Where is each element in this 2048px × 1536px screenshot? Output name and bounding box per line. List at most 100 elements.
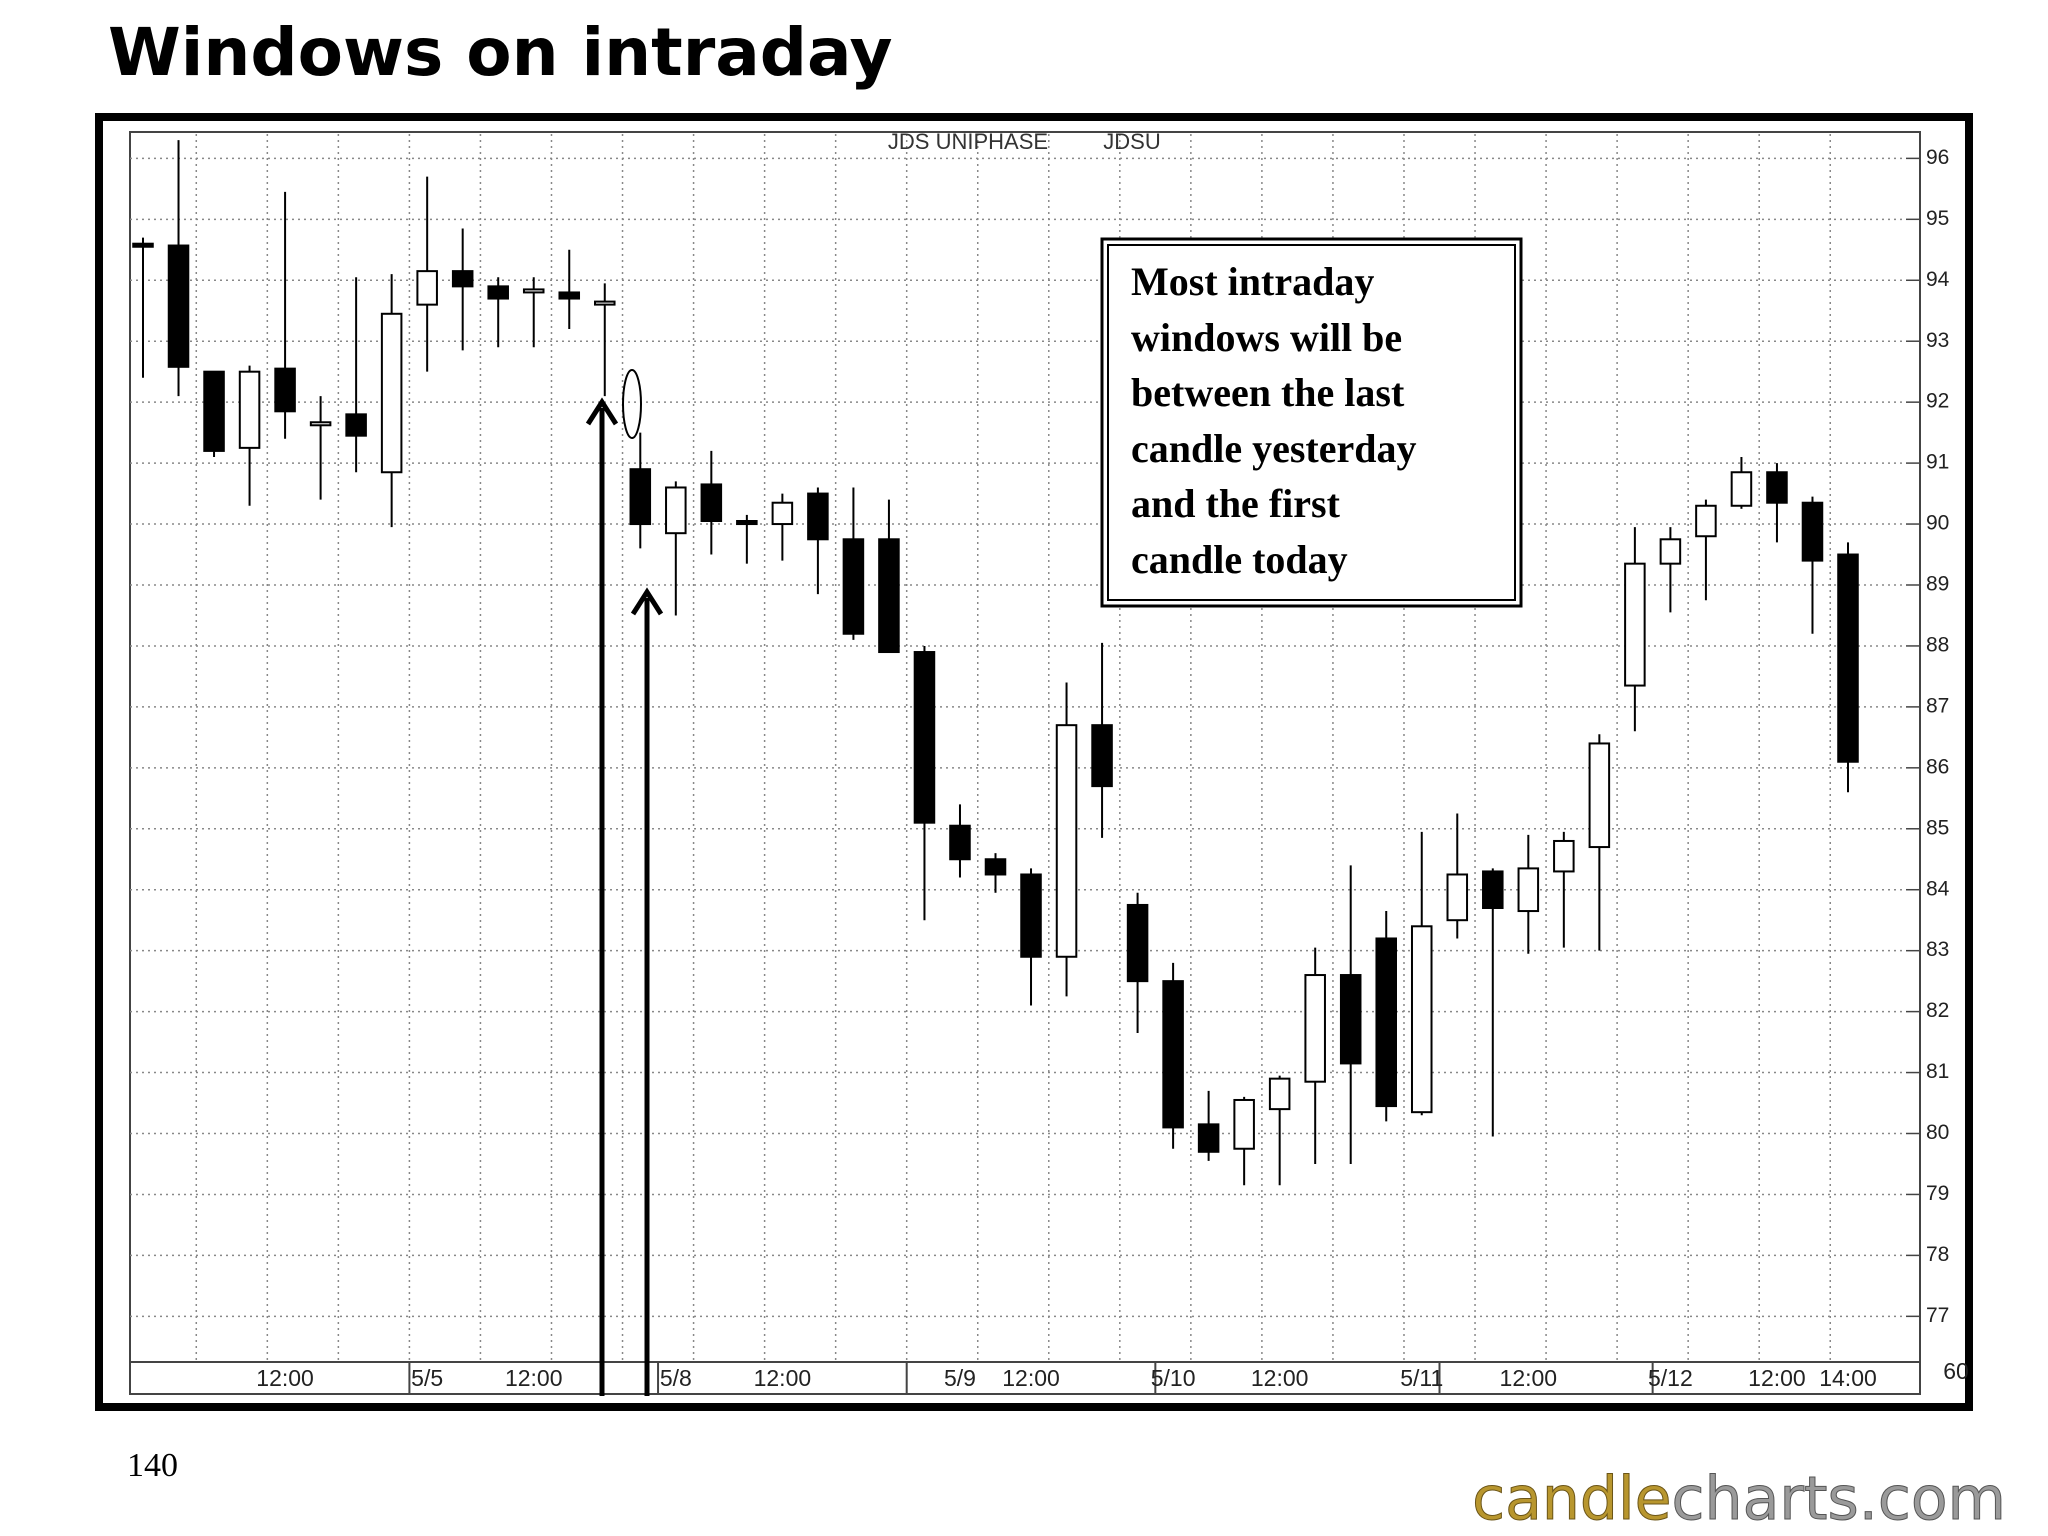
y-tick-label: 94 xyxy=(1926,268,1950,291)
axis-note: 60 xyxy=(1943,1358,1969,1384)
chart-frame xyxy=(95,113,1973,1411)
x-tick-label: 12:00 xyxy=(1002,1365,1060,1391)
x-tick-label: 12:00 xyxy=(1500,1365,1558,1391)
candle-body xyxy=(807,492,829,541)
y-tick-label: 88 xyxy=(1926,633,1949,656)
page-number: 140 xyxy=(127,1447,178,1484)
annotation-line: candle yesterday xyxy=(1131,426,1417,471)
candle-body xyxy=(1730,471,1753,507)
candle-body xyxy=(1339,974,1362,1065)
axes: JDS UNIPHASE JDSU 60 77 78 79 80 81 82 83 84 85 8… xyxy=(256,129,1969,1394)
x-tick-label: 5/8 xyxy=(660,1365,692,1391)
candle-body xyxy=(736,520,758,526)
candle-body xyxy=(416,270,438,306)
candle-body xyxy=(1695,504,1717,538)
y-tick-label: 89 xyxy=(1926,573,1949,596)
candle-body xyxy=(594,300,616,306)
candles xyxy=(132,140,1859,1186)
arrows xyxy=(585,369,664,1396)
annotation-box: Most intraday windows will be between th… xyxy=(1100,237,1523,608)
candle-body xyxy=(1446,873,1469,922)
y-tick-label: 78 xyxy=(1926,1243,1949,1266)
window-marker xyxy=(622,369,642,439)
candle-body xyxy=(1091,724,1113,788)
logo-part: candle xyxy=(1472,1464,1671,1534)
arrow-head xyxy=(630,587,664,616)
y-tick-label: 87 xyxy=(1926,694,1949,717)
y-tick-label: 96 xyxy=(1926,146,1949,169)
x-tick-label: 12:00 xyxy=(505,1365,563,1391)
candle-body xyxy=(1055,724,1078,958)
candle-body xyxy=(522,288,545,294)
x-tick-label: 12:00 xyxy=(1748,1365,1806,1391)
candle-body xyxy=(1837,553,1859,763)
candle-body xyxy=(558,291,581,300)
candle-body xyxy=(771,501,794,526)
y-tick-label: 91 xyxy=(1926,451,1949,474)
y-tick-label: 93 xyxy=(1926,329,1949,352)
candle-body xyxy=(345,413,367,437)
candle-body xyxy=(274,367,296,413)
candle-body xyxy=(451,270,474,288)
x-tick-label: 5/10 xyxy=(1151,1365,1196,1391)
x-tick-label: 5/9 xyxy=(944,1365,976,1391)
annotation-line: Most intraday xyxy=(1131,259,1374,304)
logo: candlecharts.com xyxy=(1472,1464,2006,1534)
candle-body xyxy=(1482,870,1504,910)
annotation-line: between the last xyxy=(1131,370,1405,415)
candle-body xyxy=(1304,974,1326,1083)
candle-body xyxy=(1766,471,1788,504)
candle-body xyxy=(1268,1077,1291,1111)
candle-body xyxy=(1659,538,1682,565)
x-tick-label: 14:00 xyxy=(1819,1365,1877,1391)
x-tick-label: 12:00 xyxy=(754,1365,812,1391)
x-tick-label: 12:00 xyxy=(256,1365,314,1391)
candle-body xyxy=(1020,873,1042,958)
y-tick-label: 84 xyxy=(1926,877,1950,900)
x-tick-label: 5/5 xyxy=(411,1365,443,1391)
y-tick-label: 82 xyxy=(1926,999,1949,1022)
candle-body xyxy=(1801,501,1824,562)
candle-body xyxy=(203,370,225,452)
candle-body xyxy=(984,858,1007,876)
candle-body xyxy=(380,312,403,474)
candle-body xyxy=(665,486,687,535)
slide-title: Windows on intraday xyxy=(108,14,893,91)
y-tick-label: 81 xyxy=(1926,1060,1949,1083)
y-tick-label: 85 xyxy=(1926,816,1949,839)
chart-header: JDS UNIPHASE xyxy=(888,129,1048,154)
candle-body xyxy=(167,244,190,368)
annotation-border xyxy=(1100,237,1523,608)
candle-body xyxy=(700,483,723,523)
y-tick-label: 83 xyxy=(1926,938,1949,961)
candle-body xyxy=(629,468,652,526)
candle-body xyxy=(1375,937,1397,1108)
candle-body xyxy=(487,285,509,300)
candle-body xyxy=(132,242,154,248)
x-tick-label: 5/12 xyxy=(1648,1365,1693,1391)
candle-body xyxy=(1233,1098,1255,1150)
candle-body xyxy=(949,824,971,861)
candle-body xyxy=(1197,1123,1220,1153)
y-tick-label: 95 xyxy=(1926,207,1949,230)
y-tick-label: 92 xyxy=(1926,390,1949,413)
y-tick-label: 90 xyxy=(1926,512,1949,535)
candle-body xyxy=(1553,839,1575,873)
y-tick-label: 79 xyxy=(1926,1182,1949,1205)
candle-body xyxy=(913,651,936,824)
x-tick-label: 12:00 xyxy=(1251,1365,1309,1391)
candle-body xyxy=(842,538,865,635)
candle-body xyxy=(1410,925,1433,1114)
y-tick-label: 80 xyxy=(1926,1121,1949,1144)
candle-body xyxy=(309,421,332,427)
logo-part: charts.com xyxy=(1672,1464,2006,1534)
y-tick-label: 77 xyxy=(1926,1304,1949,1327)
annotation-line: candle today xyxy=(1131,537,1348,582)
annotation-border-inner xyxy=(1107,244,1516,601)
candle-body xyxy=(1624,562,1646,687)
annotation-line: and the first xyxy=(1131,481,1341,526)
annotation-line: windows will be xyxy=(1131,315,1402,360)
candle-body xyxy=(238,370,261,449)
chart-header-symbol: JDSU xyxy=(1103,129,1160,154)
